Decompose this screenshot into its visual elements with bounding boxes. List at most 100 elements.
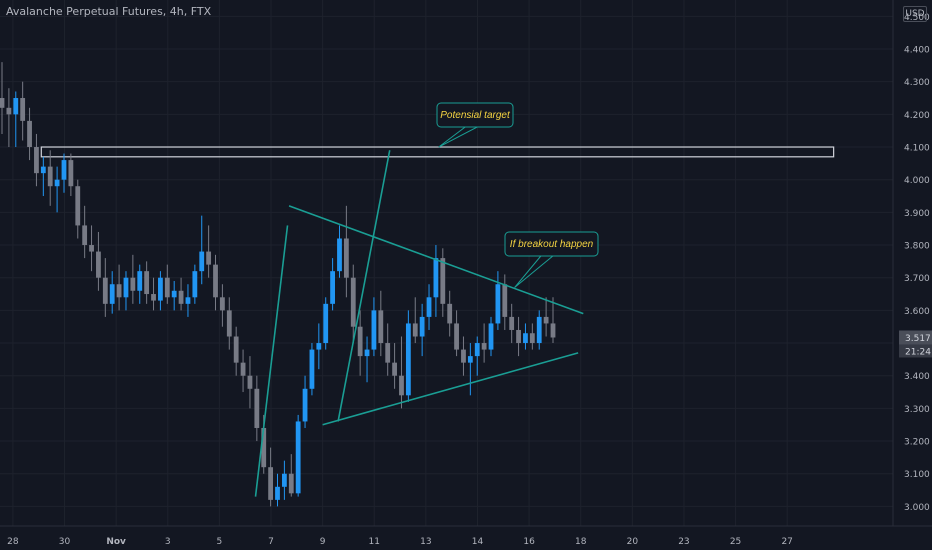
candle-body <box>405 323 411 396</box>
candles <box>0 62 556 507</box>
candle <box>40 156 46 197</box>
currency-button[interactable]: USD <box>903 6 927 22</box>
candle-body <box>509 316 515 330</box>
candle-body <box>281 473 287 487</box>
countdown-box <box>899 344 932 358</box>
callout[interactable]: Potensial target <box>436 102 514 148</box>
candle-body <box>47 166 53 187</box>
candle <box>199 215 205 285</box>
candle <box>523 323 528 350</box>
candle-body <box>481 343 487 350</box>
candle <box>144 261 150 304</box>
candle <box>213 254 218 311</box>
candle <box>164 264 170 304</box>
candle <box>343 205 349 298</box>
candle-body <box>330 271 335 304</box>
last-price-tag: 3.517 21:24 <box>899 330 932 358</box>
candle-body <box>474 343 480 357</box>
candle-body <box>302 388 308 422</box>
candle <box>330 258 335 311</box>
callout-text: If breakout happen <box>510 239 594 250</box>
candle <box>47 150 53 206</box>
candle <box>481 323 487 363</box>
candle-body <box>185 297 191 304</box>
candle <box>309 343 315 396</box>
candle <box>61 153 67 193</box>
candle-body <box>502 284 508 317</box>
callouts[interactable]: Potensial target If breakout happen <box>436 102 599 288</box>
candle <box>54 166 60 213</box>
trendline-rally-line-2[interactable] <box>337 150 391 422</box>
candle-body <box>89 245 94 252</box>
candle <box>0 62 5 134</box>
candle <box>109 271 115 314</box>
callout-box <box>436 102 514 128</box>
x-tick-label: 13 <box>420 537 431 547</box>
candle <box>185 284 191 317</box>
candle-body <box>6 107 12 115</box>
x-tick-label: 30 <box>59 537 71 547</box>
candle-body <box>254 388 260 428</box>
x-tick-label: 5 <box>217 537 223 547</box>
candle <box>419 303 425 357</box>
candle-body <box>247 375 253 389</box>
candle <box>116 264 122 311</box>
price-tag-box <box>899 330 932 345</box>
countdown-value: 21:24 <box>905 347 931 357</box>
candle-body <box>495 284 501 324</box>
price-tag-value: 3.517 <box>905 334 931 344</box>
x-tick-label: 18 <box>575 537 587 547</box>
x-tick-label: 20 <box>627 537 639 547</box>
trendline-upper-triangle[interactable] <box>288 205 584 315</box>
candle <box>364 336 370 383</box>
callout-pointer <box>514 255 554 288</box>
candle-body <box>488 323 494 350</box>
candle-body <box>454 323 459 350</box>
candle <box>20 81 26 141</box>
candle <box>288 454 294 497</box>
candle <box>171 280 177 311</box>
candle-body <box>440 258 446 304</box>
resistance-zone <box>40 146 835 158</box>
candle-body <box>178 290 184 304</box>
y-tick-label: 4.000 <box>904 176 930 186</box>
candle-body <box>164 277 170 298</box>
candle-body <box>371 310 377 350</box>
candle-body <box>543 316 549 324</box>
candle-body <box>433 258 439 298</box>
candle <box>426 284 432 330</box>
candle-body <box>0 98 5 108</box>
candle <box>502 274 508 330</box>
candle-body <box>20 98 26 121</box>
chart-title: Avalanche Perpetual Futures, 4h, FTX <box>6 5 212 18</box>
time-axis[interactable]: 28 30 Nov 3 5 7 9 11 13 14 16 18 20 23 25 27 <box>7 537 793 547</box>
trendlines[interactable] <box>254 150 584 497</box>
candle <box>440 248 446 317</box>
candle-body <box>343 238 349 278</box>
y-tick-label: 3.400 <box>904 372 930 382</box>
candle-body <box>130 277 136 291</box>
candle-body <box>419 316 425 337</box>
candle <box>226 297 232 350</box>
y-tick-label: 3.100 <box>904 470 930 480</box>
candle-body <box>82 225 88 246</box>
y-tick-label: 3.000 <box>904 503 930 513</box>
candle <box>13 91 19 148</box>
candle-body <box>123 277 129 298</box>
candle-body <box>206 251 212 265</box>
callout[interactable]: If breakout happen <box>504 231 599 288</box>
candle <box>206 225 212 278</box>
candle-body <box>68 160 74 187</box>
candle <box>550 297 556 344</box>
candle <box>516 316 521 357</box>
candle-body <box>137 271 143 291</box>
candle <box>385 323 391 376</box>
x-tick-label: 23 <box>678 537 689 547</box>
trendline-rally-line-1[interactable] <box>254 225 289 497</box>
candle-body <box>54 179 60 187</box>
candle-body <box>34 147 39 174</box>
candle-body <box>144 271 150 295</box>
trendline-lower-triangle[interactable] <box>322 352 579 426</box>
